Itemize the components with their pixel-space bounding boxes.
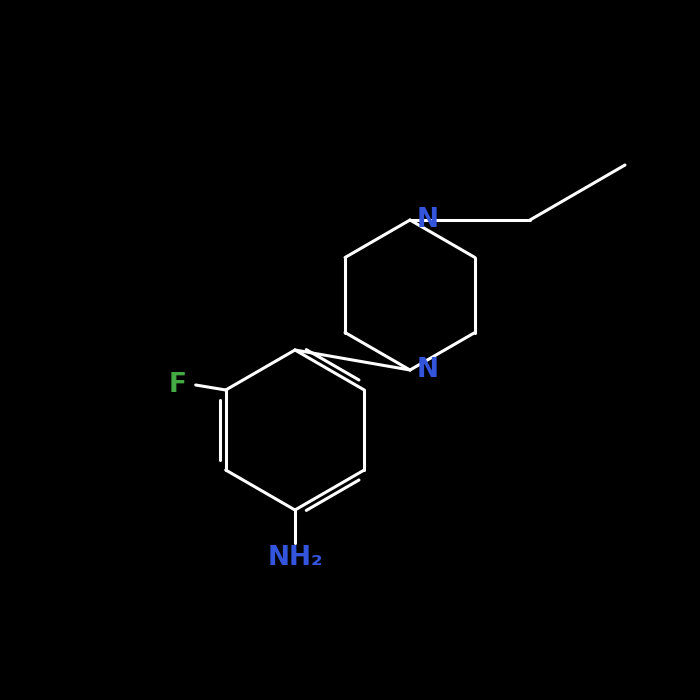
Text: N: N <box>417 207 439 233</box>
Text: N: N <box>417 357 439 383</box>
Text: NH₂: NH₂ <box>267 545 323 571</box>
Text: F: F <box>169 372 187 398</box>
